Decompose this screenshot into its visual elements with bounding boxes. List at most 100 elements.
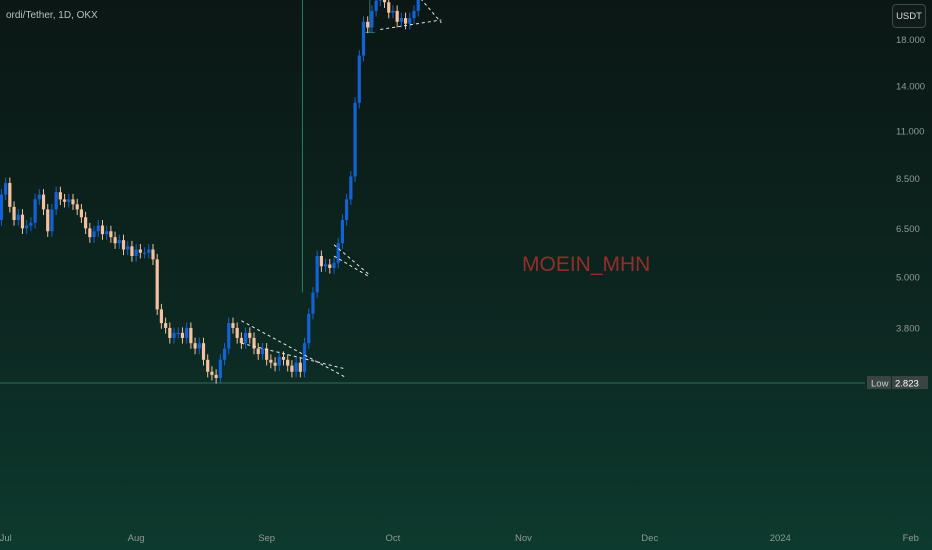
candle-body bbox=[105, 231, 109, 235]
x-tick-label: Dec bbox=[641, 533, 658, 544]
candle-body bbox=[4, 183, 8, 195]
candle-body bbox=[265, 348, 269, 360]
candle-body bbox=[33, 199, 37, 223]
pattern-trendline bbox=[333, 244, 371, 276]
pattern-trendline bbox=[421, 0, 442, 24]
low-value-bg bbox=[892, 376, 928, 390]
x-tick-label: Sep bbox=[258, 533, 275, 544]
candle-body bbox=[382, 0, 387, 3]
candle-body bbox=[121, 240, 126, 250]
candle-body bbox=[286, 359, 290, 366]
candle-body bbox=[353, 102, 357, 177]
candle-body bbox=[391, 10, 395, 13]
low-label: Low bbox=[871, 379, 889, 390]
candle-body bbox=[79, 209, 84, 218]
candle-body bbox=[366, 21, 370, 28]
candle-body bbox=[302, 343, 307, 372]
candle-body bbox=[58, 192, 62, 200]
candle-body bbox=[399, 18, 403, 22]
candle-body bbox=[214, 374, 218, 379]
candle-body bbox=[349, 176, 353, 200]
candle-body bbox=[41, 194, 46, 210]
candle-body bbox=[180, 332, 185, 338]
y-tick-label: 3.800 bbox=[896, 323, 920, 334]
candle-body bbox=[235, 327, 239, 338]
candle-body bbox=[155, 259, 159, 310]
low-value: 2.823 bbox=[895, 379, 919, 390]
candle-body bbox=[164, 323, 168, 328]
candle-body bbox=[109, 231, 113, 238]
candle-body bbox=[408, 18, 412, 24]
candle-body bbox=[340, 220, 345, 244]
candle-body bbox=[151, 249, 155, 260]
x-tick-label: Nov bbox=[515, 533, 532, 544]
candle-body bbox=[248, 332, 252, 338]
candle-body bbox=[273, 362, 277, 366]
candle-body bbox=[260, 348, 265, 355]
candle-body bbox=[201, 343, 206, 360]
candle-body bbox=[134, 249, 138, 257]
candle-body bbox=[328, 264, 332, 268]
y-tick-label: 5.000 bbox=[896, 273, 920, 284]
pattern-trendline bbox=[333, 255, 371, 278]
candle-body bbox=[416, 0, 420, 11]
pattern-trendline bbox=[380, 19, 442, 30]
candle-body bbox=[281, 356, 286, 360]
author-watermark: MOEIN_MHN bbox=[522, 253, 650, 276]
candle-body bbox=[46, 209, 50, 232]
candle-body bbox=[298, 362, 302, 372]
candle-body bbox=[168, 327, 172, 338]
y-tick-label: 14.000 bbox=[896, 82, 925, 93]
candle-body bbox=[412, 10, 416, 19]
x-tick-label: Oct bbox=[386, 533, 401, 544]
pattern-trendline bbox=[241, 320, 345, 378]
y-tick-label: 18.000 bbox=[896, 35, 925, 46]
candle-body bbox=[370, 10, 374, 28]
candle-body bbox=[25, 225, 29, 229]
candle-body bbox=[361, 21, 366, 56]
x-tick-label: Aug bbox=[128, 533, 145, 544]
candle-body bbox=[29, 222, 33, 226]
candle-body bbox=[239, 337, 243, 344]
candle-body bbox=[269, 359, 273, 363]
candle-body bbox=[403, 18, 408, 24]
candle-body bbox=[336, 243, 340, 263]
candle-body bbox=[71, 199, 75, 205]
candle-body bbox=[311, 292, 315, 314]
candle-body bbox=[8, 183, 12, 207]
candle-body bbox=[319, 256, 323, 267]
candle-body bbox=[92, 231, 96, 238]
candle-body bbox=[147, 249, 151, 253]
pattern-trendline bbox=[241, 342, 345, 370]
candle-body bbox=[378, 0, 382, 1]
candle-body bbox=[96, 225, 100, 232]
candle-body bbox=[88, 228, 92, 238]
candle-body bbox=[172, 332, 176, 338]
candle-body bbox=[387, 2, 391, 13]
candle-body bbox=[67, 199, 71, 202]
y-tick-label: 8.500 bbox=[896, 174, 920, 185]
candle-body bbox=[75, 204, 79, 210]
candle-body bbox=[16, 214, 20, 221]
currency-button[interactable]: USDT bbox=[892, 4, 926, 28]
candle-body bbox=[54, 192, 58, 210]
candle-body bbox=[277, 356, 281, 366]
candle-body bbox=[357, 55, 361, 103]
candle-body bbox=[374, 0, 378, 11]
candle-body bbox=[189, 327, 193, 344]
candle-body bbox=[142, 252, 147, 254]
candle-body bbox=[176, 332, 180, 335]
candle-body bbox=[20, 214, 25, 229]
candle-body bbox=[294, 362, 298, 372]
candle-body bbox=[332, 262, 336, 268]
candle-body bbox=[227, 323, 231, 349]
x-tick-label: 2024 bbox=[770, 533, 791, 544]
candle-body bbox=[197, 343, 201, 349]
y-tick-label: 6.500 bbox=[896, 224, 920, 235]
candle-body bbox=[193, 343, 197, 349]
candle-body bbox=[315, 256, 319, 293]
candle-body bbox=[62, 199, 67, 202]
candle-body bbox=[12, 206, 16, 221]
